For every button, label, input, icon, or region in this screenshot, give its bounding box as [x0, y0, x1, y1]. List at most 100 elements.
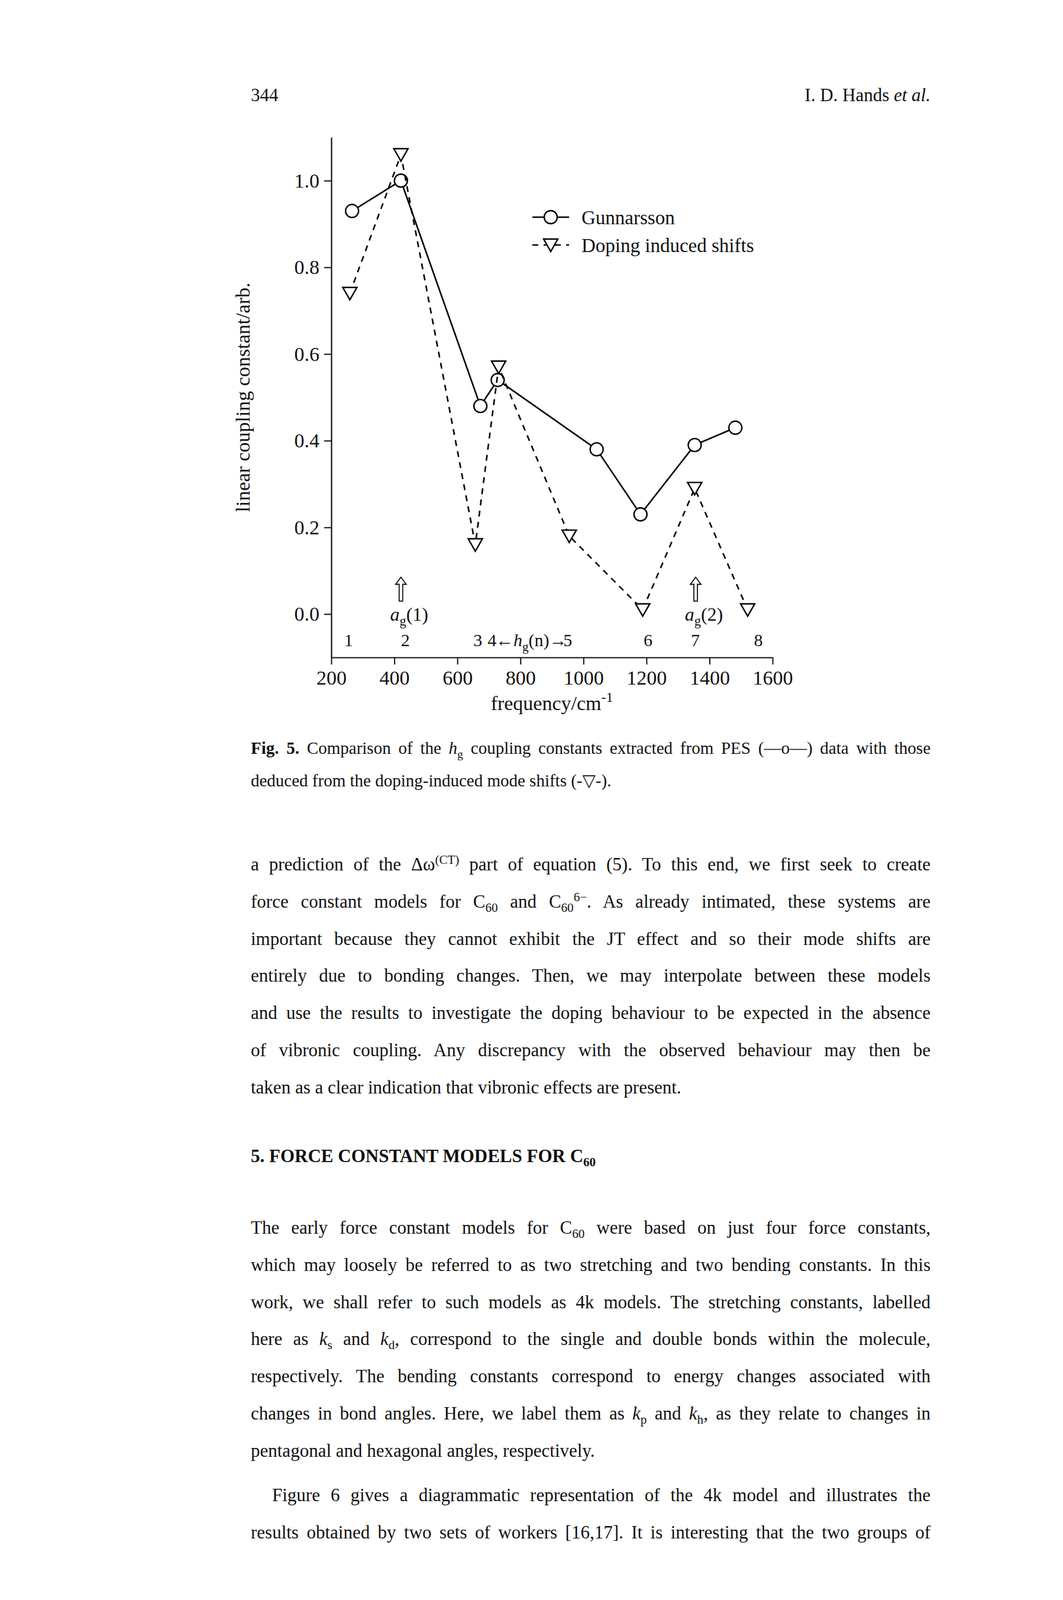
x-axis-title: frequency/cm-1 — [490, 689, 614, 714]
legend-label: Gunnarsson — [581, 207, 675, 229]
x-tick: 800 — [505, 657, 536, 689]
text-line: Figure 6 gives a diagrammatic representa… — [272, 1485, 931, 1504]
x-tick: 200 — [316, 657, 347, 689]
annotation: 1 — [344, 629, 354, 650]
text-line: and use the results to investigate the d… — [250, 1003, 931, 1022]
text-line: pentagonal and hexagonal angles, respect… — [250, 1440, 931, 1460]
series-marker — [491, 360, 506, 374]
text-line: work, we shall refer to such models as 4… — [250, 1292, 931, 1311]
y-tick-mark — [324, 527, 332, 529]
legend-entry: Doping induced shifts — [532, 234, 754, 257]
running-title: I. D. Hands et al. — [250, 85, 931, 105]
y-tick-label: 0.0 — [294, 602, 321, 625]
y-axis-line — [330, 137, 332, 658]
x-tick-label: 600 — [442, 666, 473, 689]
mode-label: ag(1) — [390, 603, 429, 629]
mode-arrow — [690, 576, 701, 601]
x-axis: 200 400 600 800 1000 1200 1400 1600 — [316, 657, 794, 689]
y-tick-mark — [324, 266, 332, 268]
annotations: ag(1) ag(2) 1 2 34←hg(n)→5 6 7 8 — [344, 603, 764, 654]
caption-line: deduced from the doping-induced mode shi… — [250, 771, 931, 790]
x-tick-mark — [519, 657, 522, 665]
x-tick-mark — [645, 657, 648, 665]
x-tick: 400 — [379, 657, 410, 689]
annotation: 6 — [643, 629, 653, 650]
x-tick-label: 1400 — [689, 666, 730, 689]
series-marker — [342, 287, 357, 300]
x-tick-label: 1000 — [563, 666, 604, 689]
x-axis-line — [331, 656, 774, 658]
x-tick-label: 1200 — [626, 666, 667, 689]
text-line: The early force constant models for C60 … — [250, 1217, 931, 1237]
y-tick: 0.4 — [294, 429, 332, 452]
x-tick-mark — [772, 657, 774, 665]
legend-marker — [543, 238, 558, 252]
annotation: 5 — [563, 629, 573, 650]
annotation: 3 — [473, 629, 483, 650]
annotation: 8 — [754, 629, 764, 650]
series-marker — [473, 399, 487, 413]
series-marker — [728, 421, 742, 435]
series-marker — [561, 530, 577, 543]
y-tick-mark — [324, 353, 332, 355]
annotation: 4 — [487, 629, 497, 650]
x-tick-label: 800 — [505, 666, 536, 689]
text-line: respectively. The bending constants corr… — [250, 1366, 931, 1385]
x-tick-mark — [709, 657, 711, 665]
legend-marker — [544, 210, 558, 224]
y-tick-label: 0.4 — [294, 429, 321, 452]
x-tick: 1400 — [689, 657, 730, 689]
y-tick-label: 0.6 — [294, 343, 321, 365]
y-tick-mark — [324, 613, 332, 615]
text-line: changes in bond angles. Here, we label t… — [250, 1403, 931, 1423]
y-tick: 0.6 — [294, 343, 332, 365]
y-tick-label: 0.8 — [294, 256, 321, 279]
series-marker — [740, 603, 755, 616]
annotation: ←hg(n)→ — [495, 629, 567, 654]
series-marker — [345, 204, 359, 218]
mode-label: ag(2) — [685, 603, 724, 629]
x-tick-label: 400 — [379, 666, 410, 689]
page: 344I. D. Hands et al.0.00.20.40.60.81.02… — [0, 0, 1063, 1600]
x-tick-label: 1600 — [753, 666, 794, 689]
text-line: entirely due to bonding changes. Then, w… — [250, 965, 931, 985]
x-tick-mark — [393, 657, 396, 665]
series-line — [351, 180, 736, 515]
text-line: which may loosely be referred to as two … — [250, 1255, 931, 1274]
plot-area — [342, 148, 755, 616]
chart: 0.00.20.40.60.81.02004006008001000120014… — [0, 0, 1063, 740]
caption-line: Fig. 5. Comparison of the hg coupling co… — [250, 739, 931, 757]
series-marker — [687, 482, 702, 495]
x-tick: 1000 — [563, 657, 604, 689]
text-line: force constant models for C60 and C606−.… — [250, 892, 931, 911]
legend-entry: Gunnarsson — [532, 207, 675, 229]
y-axis: 0.0 0.2 0.4 0.6 0.8 1.0 — [294, 137, 332, 658]
y-tick: 1.0 — [294, 169, 332, 192]
annotation: 7 — [690, 629, 700, 650]
text-line: taken as a clear indication that vibroni… — [250, 1077, 931, 1097]
x-tick: 1600 — [753, 657, 794, 689]
legend: Gunnarsson Doping induced shifts — [532, 207, 754, 257]
x-tick-mark — [457, 657, 459, 665]
y-tick-mark — [324, 440, 332, 442]
x-tick-mark — [331, 657, 333, 665]
x-tick-mark — [583, 657, 585, 665]
series-marker — [590, 442, 604, 456]
series-marker — [687, 438, 701, 452]
y-axis-title: linear coupling constant/arb. — [231, 282, 254, 512]
y-tick-label: 1.0 — [294, 169, 321, 192]
series-marker — [634, 507, 648, 521]
mode-arrow — [395, 576, 407, 601]
y-tick-mark — [324, 180, 332, 182]
y-tick: 0.0 — [294, 602, 332, 625]
y-tick-label: 0.2 — [294, 516, 321, 539]
series-marker — [635, 603, 650, 616]
y-tick: 0.2 — [294, 516, 332, 539]
y-tick: 0.8 — [294, 256, 332, 279]
text-line: results obtained by two sets of workers … — [250, 1522, 931, 1541]
series-marker — [468, 538, 483, 552]
x-tick-label: 200 — [316, 666, 347, 689]
annotation: 2 — [401, 629, 410, 650]
text-line: important because they cannot exhibit th… — [250, 929, 931, 948]
text-line: of vibronic coupling. Any discrepancy wi… — [250, 1040, 931, 1059]
